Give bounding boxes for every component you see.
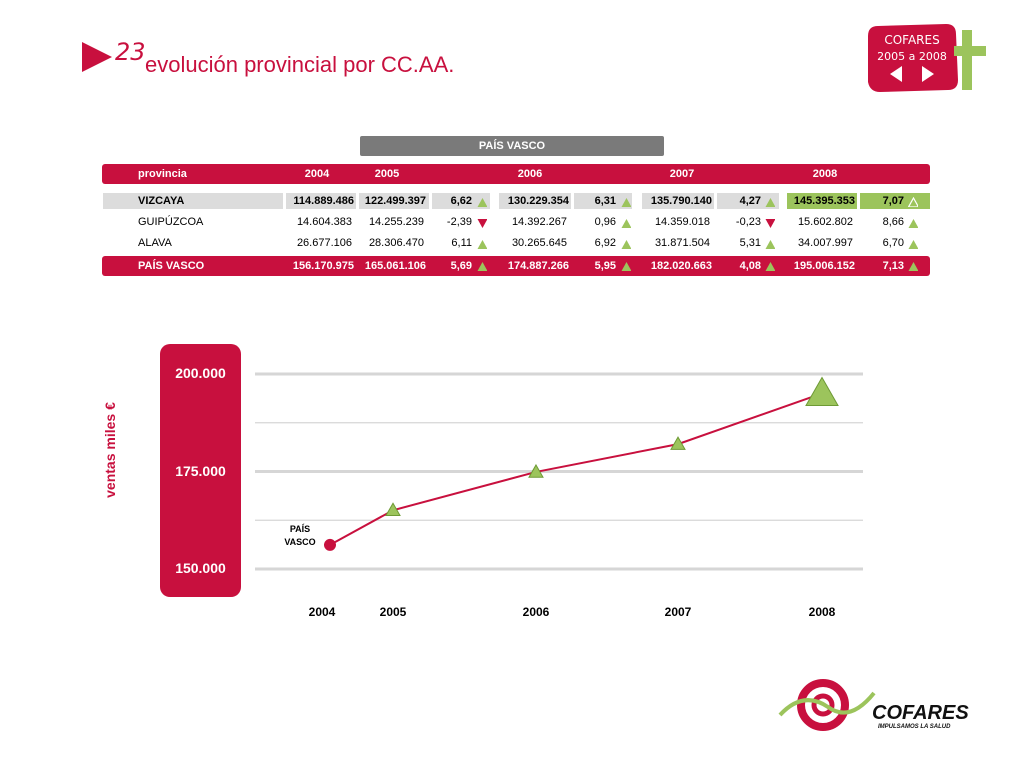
region-title-bar: PAÍS VASCO <box>360 136 664 156</box>
table-cell: 31.871.504 <box>654 237 710 249</box>
table-cell: -0,23 <box>735 216 761 228</box>
header-provincia: provincia <box>138 168 187 180</box>
trend-up-icon <box>908 262 918 271</box>
trend-up-icon <box>621 240 631 249</box>
slide-number: 23 <box>115 38 146 66</box>
data-point <box>324 538 336 551</box>
data-point <box>385 502 401 517</box>
total-cell: 165.061.106 <box>364 260 426 272</box>
table-row-label: ALAVA <box>138 237 172 249</box>
table-row-label: GUIPÚZCOA <box>138 216 204 228</box>
trend-up-icon <box>477 198 487 207</box>
y-axis-panel <box>160 344 241 597</box>
total-cell: 174.887.266 <box>507 260 569 272</box>
table-cell: 14.359.018 <box>654 216 710 228</box>
trend-up-icon <box>765 198 775 207</box>
badge-line2: 2005 a 2008 <box>877 50 947 63</box>
series-label-line1: PAÍS <box>289 524 311 534</box>
trend-up-icon <box>908 240 918 249</box>
y-tick-label: 175.000 <box>175 462 226 479</box>
table-cell: -2,39 <box>446 216 472 228</box>
trend-up-icon <box>908 219 918 228</box>
y-tick-label: 200.000 <box>175 365 226 381</box>
table-cell: 114.889.486 <box>293 195 354 207</box>
total-cell: 156.170.975 <box>292 260 354 272</box>
total-cell: 7,13 <box>882 260 904 272</box>
trend-down-icon <box>765 219 775 228</box>
header-2007: 2007 <box>669 168 695 180</box>
table-cell: 6,62 <box>450 195 472 207</box>
series-line <box>329 392 823 546</box>
table-cell: 122.499.397 <box>364 195 426 207</box>
x-tick-label: 2008 <box>808 605 836 619</box>
table-cell: 6,92 <box>594 237 616 249</box>
trend-down-icon <box>477 219 487 228</box>
table-header-band <box>102 164 930 184</box>
total-cell: 4,08 <box>739 260 761 272</box>
data-point <box>528 463 544 478</box>
cofares-logo-mark <box>778 679 876 731</box>
table-cell: 15.602.802 <box>797 216 853 228</box>
total-label: PAÍS VASCO <box>138 260 205 272</box>
slide-marker-icon <box>82 42 112 72</box>
table-cell: 145.395.353 <box>793 195 855 207</box>
header-2005: 2005 <box>374 168 400 180</box>
table-cell: 130.229.354 <box>507 195 569 207</box>
table-cell: 14.604.383 <box>296 216 352 228</box>
table-cell: 6,11 <box>451 237 472 249</box>
logo-name: COFARES <box>872 702 969 724</box>
data-point <box>805 376 839 406</box>
total-cell: 195.006.152 <box>793 260 855 272</box>
cofares-badge: COFARES 2005 a 2008 <box>868 24 986 92</box>
badge-right-arrow-icon <box>922 66 934 82</box>
x-tick-label: 2004 <box>308 605 336 619</box>
row-shade <box>103 193 283 209</box>
table-cell: 5,31 <box>739 237 761 249</box>
x-tick-label: 2006 <box>522 605 550 619</box>
series-label: PAÍS VASCO <box>280 523 320 549</box>
table-cell: 26.677.106 <box>296 237 352 249</box>
trend-up-icon <box>765 262 775 271</box>
table-cell: 135.790.140 <box>650 195 712 207</box>
x-tick-label: 2007 <box>664 605 692 619</box>
table-cell: 0,96 <box>594 216 616 228</box>
table-cell: 6,31 <box>594 195 616 207</box>
badge-line1: COFARES <box>884 33 939 47</box>
header-2008: 2008 <box>812 168 838 180</box>
table-cell: 8,66 <box>882 216 904 228</box>
table-cell: 14.255.239 <box>368 216 424 228</box>
table-cell: 14.392.267 <box>511 216 567 228</box>
trend-up-icon <box>621 262 631 271</box>
header-2004: 2004 <box>304 168 330 180</box>
trend-up-icon <box>477 240 487 249</box>
table-row-label: VIZCAYA <box>138 195 185 207</box>
highlight-2008 <box>787 193 857 209</box>
table-cell: 4,27 <box>739 195 761 207</box>
plus-cross-icon <box>954 30 986 90</box>
badge-left-arrow-icon <box>890 66 902 82</box>
page-title: evolución provincial por CC.AA. <box>145 52 455 77</box>
table-cell: 34.007.997 <box>797 237 853 249</box>
logo-tagline: IMPULSAMOS LA SALUD <box>878 724 951 730</box>
highlight-2008-pct <box>860 193 930 209</box>
total-cell: 182.020.663 <box>650 260 712 272</box>
series-label-line2: VASCO <box>284 537 316 547</box>
total-cell: 5,69 <box>450 260 472 272</box>
table-cell: 28.306.470 <box>368 237 424 249</box>
trend-up-icon <box>621 198 631 207</box>
x-tick-label: 2005 <box>379 605 407 619</box>
y-tick-label: 150.000 <box>175 560 226 576</box>
table-cell: 30.265.645 <box>511 237 567 249</box>
trend-up-icon <box>477 262 487 271</box>
total-cell: 5,95 <box>594 260 616 272</box>
trend-up-icon <box>765 240 775 249</box>
trend-up-icon <box>621 219 631 228</box>
table-cell: 6,70 <box>882 237 904 249</box>
data-point <box>670 436 686 450</box>
trend-up-icon <box>908 197 918 207</box>
header-2006: 2006 <box>517 168 543 180</box>
table-cell: 7,07 <box>882 195 904 207</box>
table-total-band <box>102 256 930 276</box>
